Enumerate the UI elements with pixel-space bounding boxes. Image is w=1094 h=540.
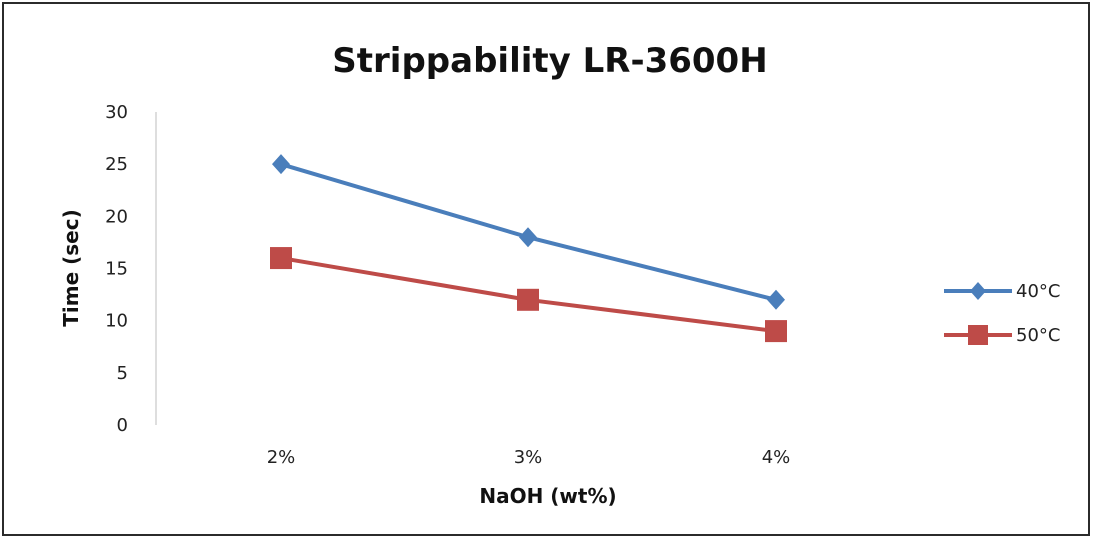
series-1 — [272, 154, 785, 310]
data-point — [270, 247, 292, 270]
data-point — [765, 320, 787, 343]
data-point — [519, 227, 537, 248]
x-tick-label: 3% — [514, 447, 543, 468]
x-tick-labels: 2% 3% 4% — [267, 447, 791, 468]
x-axis-label: NaOH (wt%) — [479, 484, 616, 508]
data-point — [272, 154, 290, 175]
y-tick-label: 10 — [105, 311, 128, 332]
x-tick-label: 4% — [762, 447, 791, 468]
data-point — [767, 289, 785, 310]
y-tick-labels: 0 5 10 15 20 25 30 — [105, 102, 128, 436]
legend-item: 50°C — [944, 325, 1060, 346]
legend-marker — [970, 282, 986, 300]
y-tick-label: 0 — [117, 415, 128, 436]
y-tick-label: 30 — [105, 102, 128, 123]
y-axis-label: Time (sec) — [59, 209, 83, 326]
legend: 40°C 50°C — [944, 281, 1060, 346]
legend-marker — [968, 325, 988, 345]
y-tick-label: 15 — [105, 259, 128, 280]
x-tick-label: 2% — [267, 447, 296, 468]
data-point — [517, 288, 539, 311]
y-tick-label: 20 — [105, 206, 128, 227]
legend-label: 40°C — [1016, 281, 1060, 302]
series-2 — [270, 247, 787, 343]
chart-title: Strippability LR-3600H — [332, 41, 767, 81]
series-layer — [270, 154, 787, 343]
legend-label: 50°C — [1016, 325, 1060, 346]
y-tick-label: 25 — [105, 154, 128, 175]
legend-item: 40°C — [944, 281, 1060, 302]
y-tick-label: 5 — [117, 363, 128, 384]
